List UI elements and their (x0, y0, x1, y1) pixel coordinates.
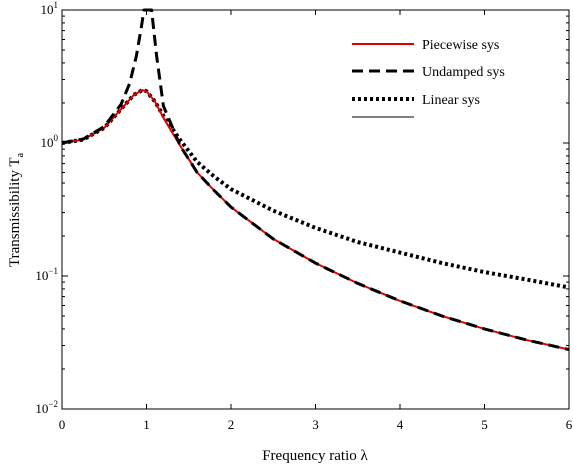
y-tick-label: 10−1 (35, 266, 58, 283)
x-tick-label: 2 (228, 417, 235, 432)
x-tick-label: 1 (143, 417, 150, 432)
y-tick-label: 100 (41, 133, 59, 150)
x-tick-label: 6 (566, 417, 573, 432)
legend-label-undamped: Undamped sys (422, 65, 505, 80)
series-line-piecewise-sys (61, 89, 570, 351)
series-line-undamped-sys (61, 8, 570, 351)
legend-label-linear: Linear sys (422, 93, 480, 108)
series-line-linear-sys (61, 88, 570, 290)
legend-label-piecewise: Piecewise sys (422, 38, 499, 53)
x-axis-label: Frequency ratio λ (262, 448, 368, 464)
x-tick-label: 4 (397, 417, 404, 432)
x-tick-label: 0 (59, 417, 66, 432)
y-tick-label: 10−2 (35, 399, 58, 416)
x-tick-label: 5 (481, 417, 488, 432)
y-tick-label: 101 (41, 0, 59, 17)
axis-ticks: 0 1 2 3 4 5 6 10−2 10−1 100 101 (35, 0, 572, 432)
series-layer (61, 8, 570, 351)
y-axis-label-sub: a (15, 152, 26, 157)
x-tick-label: 3 (312, 417, 319, 432)
legend-box (342, 24, 560, 124)
legend: Piecewise sys Undamped sys Linear sys (342, 24, 560, 124)
y-axis-label: Transmissibility Ta (7, 152, 26, 267)
y-axis-label-main: Transmissibility T (7, 157, 23, 267)
